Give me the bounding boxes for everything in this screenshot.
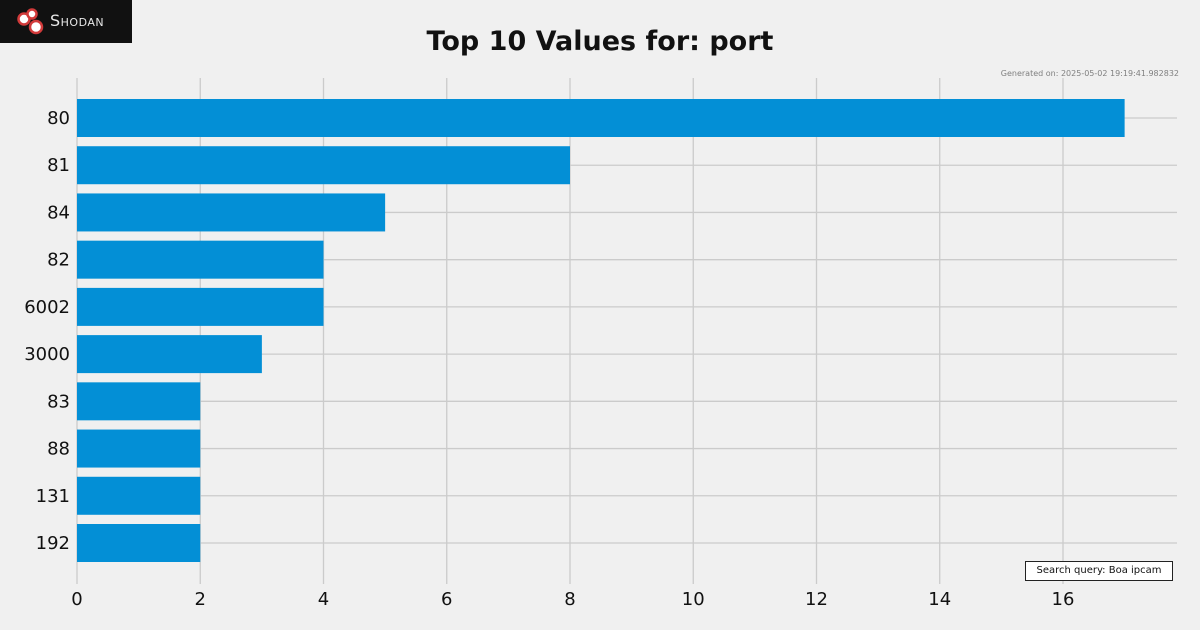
x-tick-label: 10	[682, 589, 705, 610]
x-tick-label: 0	[71, 589, 82, 610]
y-tick-label: 82	[47, 250, 70, 271]
bar-192	[77, 524, 201, 562]
bar-80	[77, 99, 1125, 137]
y-tick-label: 3000	[24, 344, 70, 365]
y-tick-label: 88	[47, 439, 70, 460]
y-tick-label: 131	[36, 486, 70, 507]
generated-timestamp: Generated on: 2025-05-02 19:19:41.982832	[1000, 69, 1179, 78]
y-tick-label: 6002	[24, 297, 70, 318]
shodan-logo[interactable]: Shodan	[0, 0, 132, 43]
y-tick-label: 83	[47, 391, 70, 412]
shodan-logo-icon	[17, 8, 44, 35]
x-tick-label: 14	[928, 589, 951, 610]
search-query-box: Search query: Boa ipcam	[1025, 561, 1173, 581]
bar-131	[77, 476, 201, 515]
x-tick-label: 4	[318, 589, 329, 610]
bar-3000	[77, 335, 262, 374]
x-tick-label: 8	[564, 589, 575, 610]
bar-81	[77, 146, 570, 185]
bar-6002	[77, 287, 324, 326]
x-tick-label: 2	[195, 589, 206, 610]
x-tick-label: 6	[441, 589, 452, 610]
bar-82	[77, 240, 324, 279]
y-tick-label: 80	[47, 108, 70, 129]
y-tick-label: 81	[47, 155, 70, 176]
y-tick-label: 192	[36, 533, 70, 554]
bar-84	[77, 193, 386, 232]
y-tick-label: 84	[47, 202, 70, 223]
bar-83	[77, 382, 201, 421]
chart-title: Top 10 Values for: port	[426, 26, 774, 57]
logo-text: Shodan	[50, 11, 105, 30]
x-tick-label: 12	[805, 589, 828, 610]
x-tick-label: 16	[1052, 589, 1075, 610]
bar-88	[77, 429, 201, 468]
